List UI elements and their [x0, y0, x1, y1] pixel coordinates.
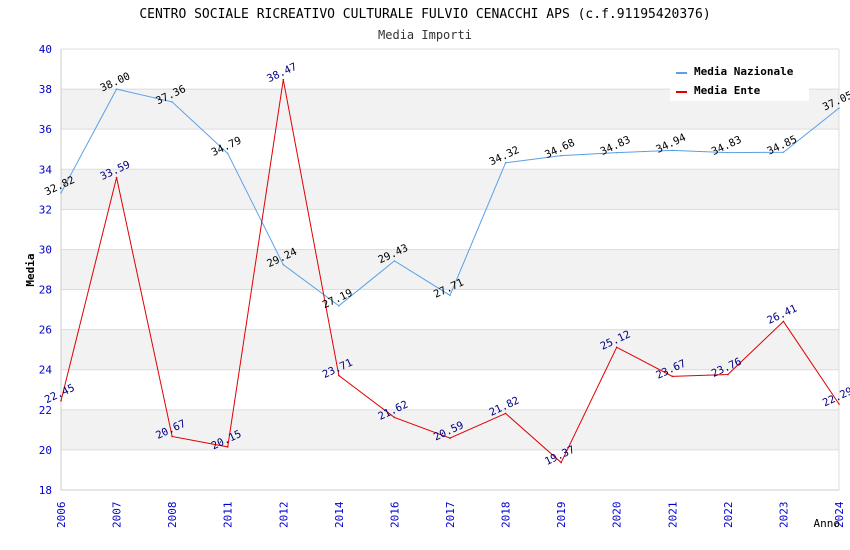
data-point [560, 461, 562, 464]
chart-subtitle: Media Importi [378, 28, 472, 42]
y-tick-label: 40 [39, 43, 52, 56]
legend-label-ente: Media Ente [694, 84, 761, 97]
data-point [727, 151, 729, 154]
y-tick-labels: 18 20 22 24 26 28 30 32 34 36 38 40 [39, 43, 53, 497]
data-point [504, 162, 507, 164]
y-tick-label: 34 [39, 163, 53, 176]
data-point [782, 151, 785, 154]
x-tick-label: 2016 [388, 502, 401, 529]
data-label: 27.19 [321, 287, 355, 311]
plot-band [61, 249, 839, 290]
x-tick-label: 2024 [833, 501, 846, 528]
data-point [338, 374, 340, 377]
legend: Media Nazionale Media Ente [670, 60, 809, 101]
data-point [838, 403, 840, 405]
y-axis-label: Media [24, 253, 37, 286]
x-tick-label: 2019 [555, 502, 568, 529]
plot-bands [61, 89, 839, 450]
data-point [671, 375, 674, 378]
data-point [838, 107, 840, 109]
data-point [115, 88, 118, 90]
axes [60, 49, 840, 491]
data-point [615, 346, 618, 349]
y-tick-label: 38 [39, 83, 52, 96]
x-tick-label: 2008 [166, 502, 179, 529]
chart-title: CENTRO SOCIALE RICREATIVO CULTURALE FULV… [139, 7, 710, 22]
data-point [60, 192, 62, 194]
plot-band [61, 409, 839, 450]
x-tick-label: 2006 [55, 502, 68, 529]
data-label: 22.45 [43, 382, 77, 406]
data-label: 34.68 [543, 137, 577, 161]
y-tick-label: 28 [39, 284, 52, 297]
plot-band [61, 329, 839, 370]
data-label: 34.83 [599, 134, 633, 158]
data-label: 34.83 [710, 134, 744, 158]
data-label: 38.47 [265, 61, 299, 85]
y-tick-label: 36 [39, 123, 52, 136]
data-point [504, 412, 507, 415]
data-point [782, 320, 785, 323]
data-point [727, 373, 729, 376]
data-point [171, 101, 173, 103]
x-tick-label: 2014 [333, 501, 346, 528]
data-point [282, 78, 285, 81]
data-label: 22.29 [821, 385, 850, 409]
legend-label-nazionale: Media Nazionale [694, 65, 794, 78]
data-point [282, 263, 285, 266]
data-point [115, 176, 118, 179]
x-tick-label: 2021 [666, 502, 679, 529]
data-point [393, 260, 396, 262]
data-point [338, 304, 340, 307]
data-point [449, 294, 451, 297]
x-axis-label: Anno [814, 517, 841, 530]
data-point [171, 435, 173, 438]
x-tick-label: 2023 [777, 502, 790, 529]
x-tick-label: 2020 [611, 502, 624, 529]
data-point [60, 399, 62, 402]
y-tick-label: 26 [39, 324, 52, 337]
y-tick-label: 22 [39, 404, 52, 417]
data-point [393, 416, 396, 419]
data-point [615, 151, 618, 154]
data-label: 34.79 [210, 135, 244, 159]
x-tick-label: 2011 [222, 502, 235, 529]
x-tick-labels: 2006 2007 2008 2011 2012 2014 2016 2017 2018 2019… [55, 501, 846, 528]
x-tick-label: 2018 [500, 502, 513, 529]
x-tick-label: 2012 [277, 502, 290, 529]
x-tick-label: 2022 [722, 502, 735, 529]
data-point [671, 149, 674, 152]
y-tick-label: 18 [39, 484, 52, 497]
x-tick-label: 2007 [111, 502, 124, 529]
grid-lines [61, 48, 839, 491]
y-tick-label: 24 [39, 364, 53, 377]
series-lines [60, 78, 840, 464]
data-point [226, 446, 229, 448]
y-tick-label: 30 [39, 243, 52, 256]
y-tick-label: 32 [39, 203, 52, 216]
data-point [560, 154, 562, 157]
data-point [449, 437, 451, 439]
legend-box [670, 60, 809, 101]
data-label: 34.85 [765, 133, 799, 157]
plot-band [61, 169, 839, 210]
data-point [226, 152, 229, 155]
x-tick-label: 2017 [444, 502, 457, 529]
data-label: 34.94 [654, 132, 688, 156]
y-tick-label: 20 [39, 444, 52, 457]
